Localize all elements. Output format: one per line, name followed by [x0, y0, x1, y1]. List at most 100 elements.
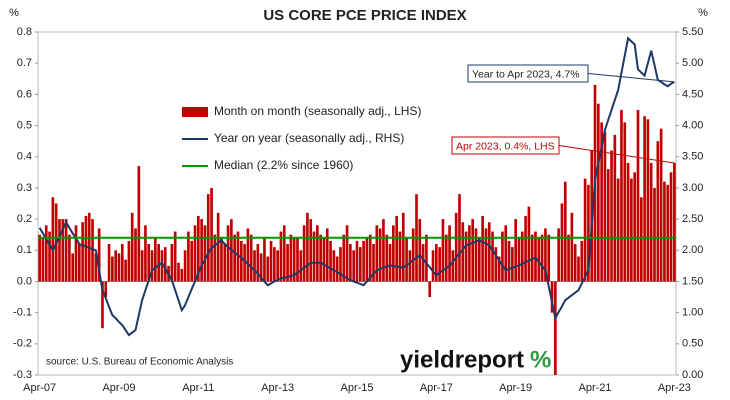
bar — [140, 250, 144, 282]
bar — [256, 244, 260, 282]
bar — [368, 234, 372, 282]
bar — [514, 219, 517, 282]
bar — [51, 197, 55, 282]
bar — [276, 250, 279, 282]
bar — [81, 222, 84, 282]
bar — [316, 225, 319, 282]
bar — [64, 219, 68, 282]
bar — [385, 234, 389, 282]
bar — [484, 228, 488, 282]
bar — [339, 247, 342, 282]
y2-tick-label: 0.50 — [682, 338, 703, 350]
bar — [154, 237, 157, 282]
bar — [134, 228, 137, 282]
bar — [319, 234, 322, 282]
bar — [633, 172, 637, 282]
bar — [352, 250, 356, 282]
bar — [197, 215, 200, 282]
bar — [111, 256, 114, 282]
bar — [448, 225, 451, 282]
bar — [239, 240, 243, 282]
x-tick-label: Apr-23 — [658, 382, 691, 394]
bar — [180, 268, 184, 282]
y-tick-label: 0.5 — [17, 119, 32, 131]
bar — [273, 247, 276, 282]
bar — [454, 212, 458, 282]
bar — [596, 103, 600, 282]
bar — [620, 109, 623, 282]
bar — [491, 231, 494, 282]
bar — [507, 240, 511, 282]
bar — [263, 237, 266, 282]
bar — [673, 162, 676, 282]
bar — [606, 169, 610, 282]
bar — [94, 253, 98, 282]
bar — [183, 250, 187, 282]
bar — [120, 244, 124, 282]
y-tick-label: 0.0 — [17, 275, 32, 287]
bar — [388, 244, 392, 282]
bar — [468, 225, 471, 282]
y-tick-label: -0.1 — [13, 307, 32, 319]
y-tick-label: -0.2 — [13, 338, 32, 350]
bar — [653, 187, 656, 282]
bar — [372, 244, 375, 282]
bar — [408, 250, 412, 282]
bar — [643, 116, 646, 282]
bar — [577, 256, 580, 282]
bar — [639, 197, 643, 282]
bar — [451, 250, 455, 282]
bar — [210, 187, 213, 282]
bar — [497, 256, 501, 282]
bar — [557, 228, 560, 282]
y2-unit: % — [698, 7, 708, 19]
y2-tick-label: 3.00 — [682, 182, 703, 194]
bar — [322, 237, 326, 282]
bar — [279, 231, 283, 282]
bar — [223, 244, 227, 282]
bar — [464, 231, 468, 282]
bar — [537, 237, 541, 282]
bar — [477, 237, 481, 282]
bar — [401, 212, 405, 282]
bar — [646, 119, 650, 282]
bar — [375, 225, 379, 282]
bar — [177, 262, 180, 282]
bar — [362, 240, 365, 282]
bar — [534, 231, 537, 282]
bar — [193, 225, 197, 282]
bar — [187, 231, 190, 282]
bar — [431, 250, 435, 282]
bar — [656, 141, 660, 282]
y2-tick-label: 3.50 — [682, 151, 703, 163]
bar — [540, 234, 544, 282]
bar — [243, 244, 246, 282]
bar — [517, 237, 521, 282]
y2-tick-label: 1.00 — [682, 307, 703, 319]
bar — [395, 215, 398, 282]
y2-tick-label: 2.50 — [682, 213, 703, 225]
bar — [44, 225, 48, 282]
y2-tick-label: 5.00 — [682, 57, 703, 69]
bar — [626, 162, 630, 282]
bar — [583, 178, 587, 282]
bar — [170, 244, 174, 282]
bar — [378, 228, 382, 282]
bar — [666, 184, 670, 282]
bar — [325, 228, 329, 282]
bar — [114, 250, 118, 282]
y2-tick-label: 4.00 — [682, 119, 703, 131]
bar — [306, 212, 309, 282]
bar — [74, 225, 78, 282]
y-tick-label: 0.7 — [17, 57, 32, 69]
bar — [309, 219, 313, 282]
bar — [441, 219, 445, 282]
bar — [527, 206, 531, 282]
bar — [345, 225, 349, 282]
bar — [603, 131, 607, 282]
x-tick-label: Apr-13 — [261, 382, 294, 394]
bar — [418, 219, 422, 282]
bar — [58, 219, 61, 282]
bar — [107, 244, 111, 282]
bar — [137, 166, 141, 282]
